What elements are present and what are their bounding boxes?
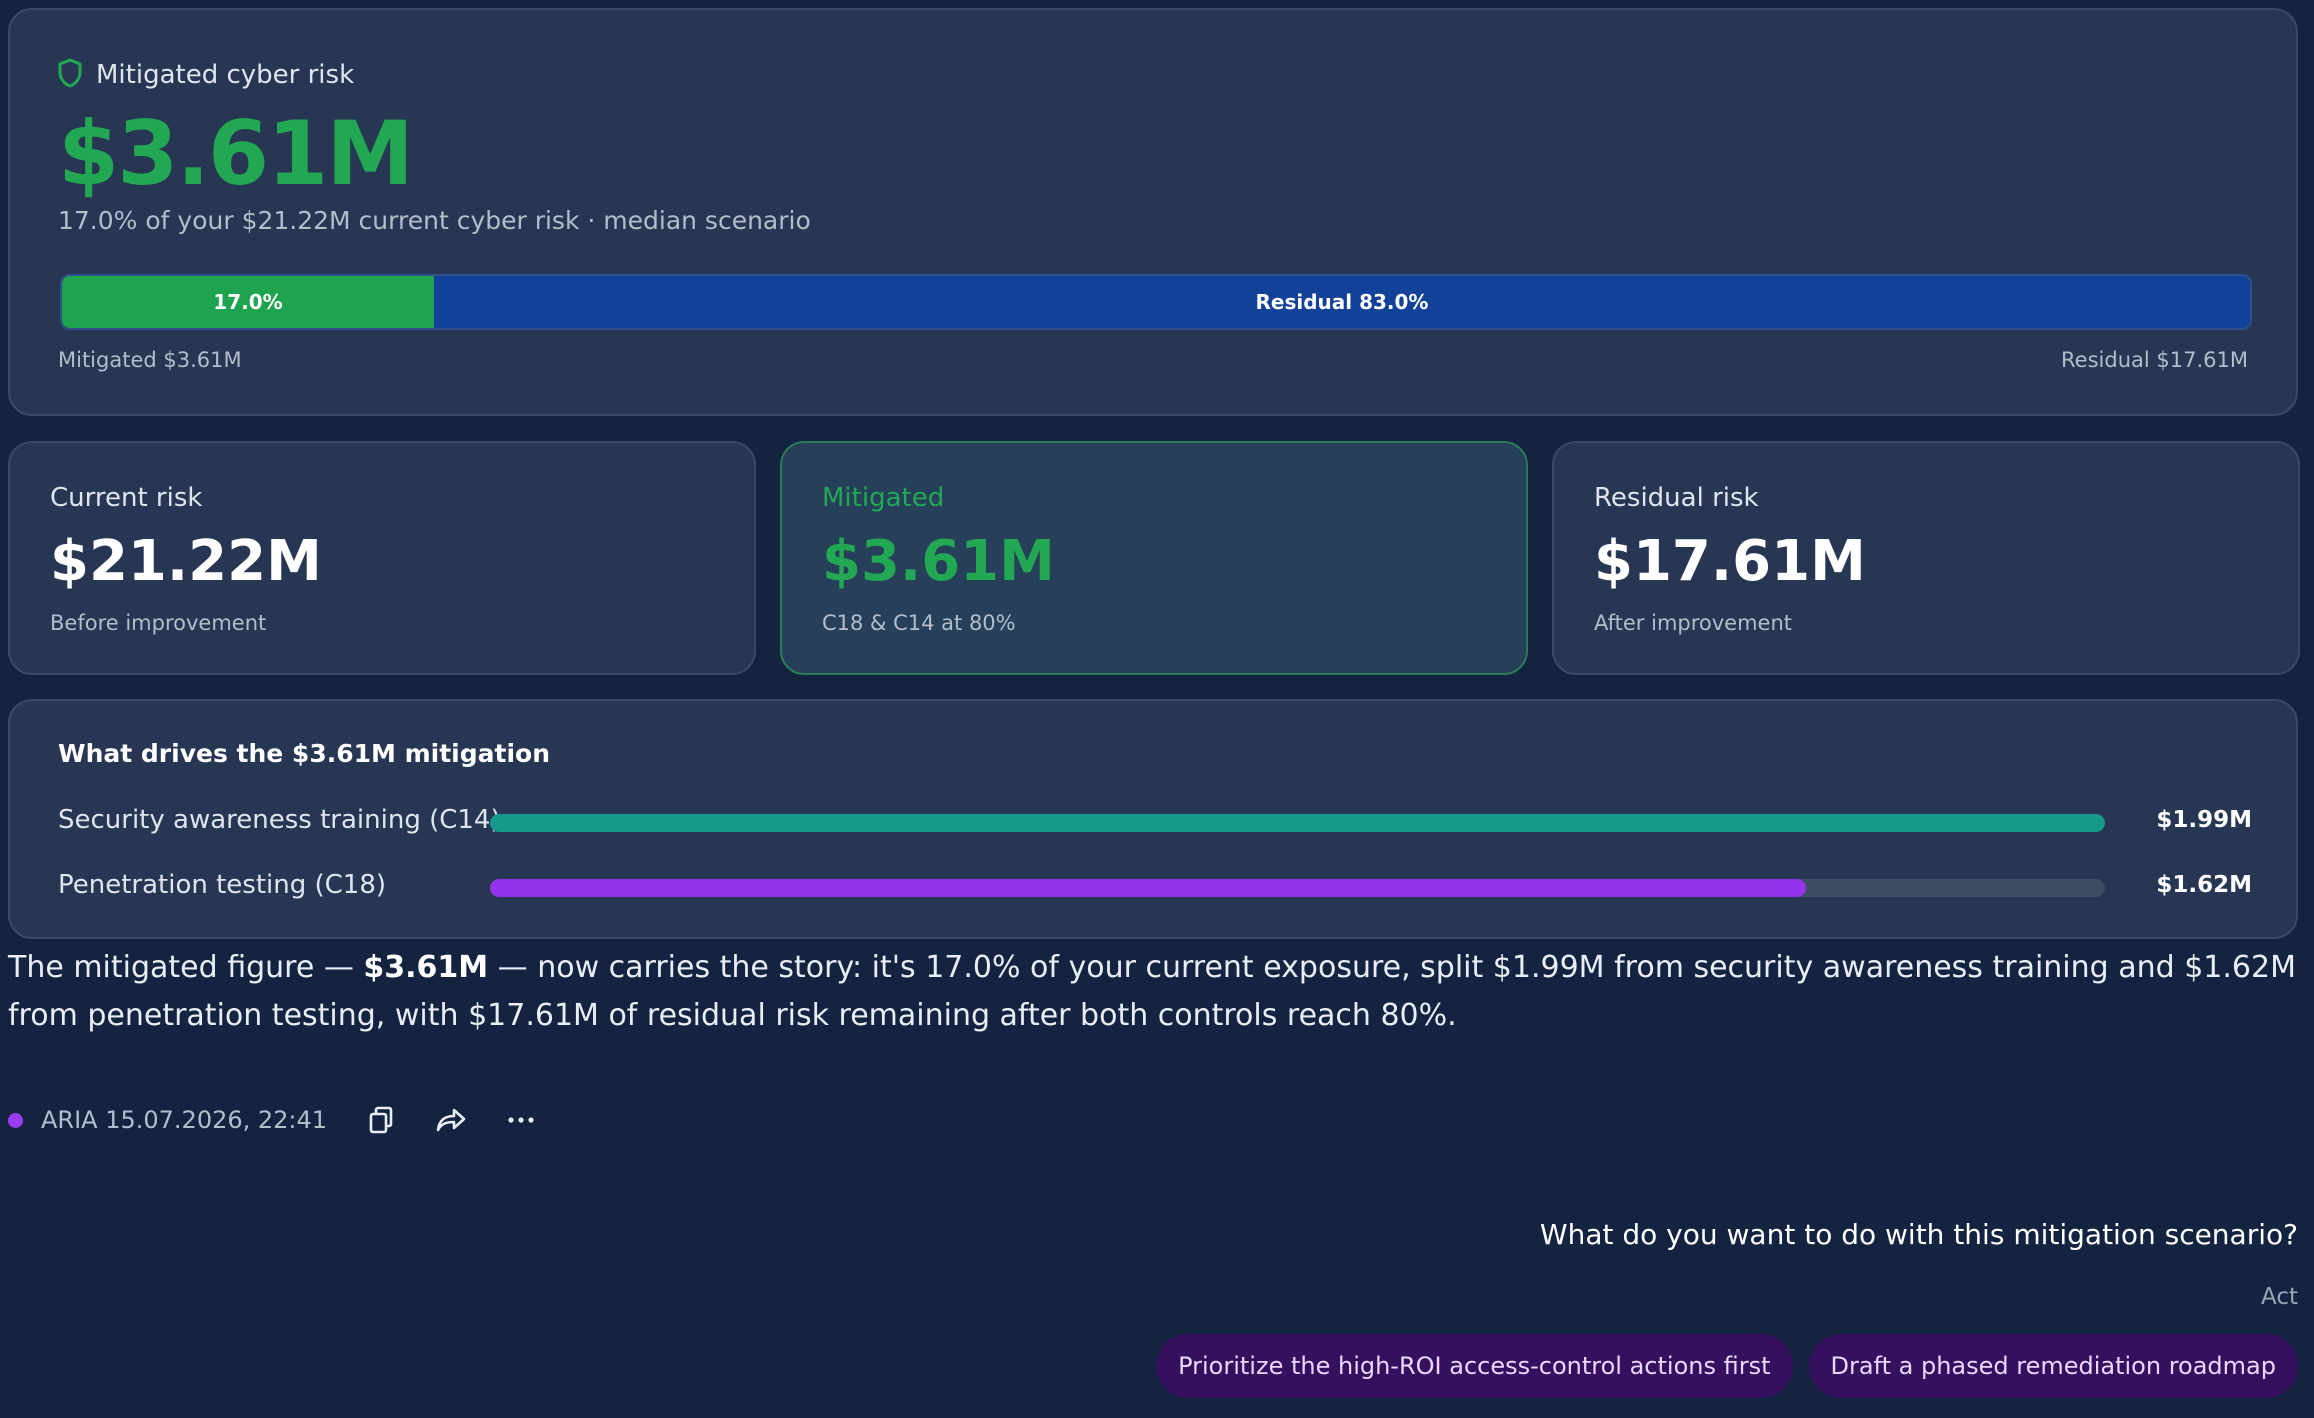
- hero-value: $3.61M: [58, 102, 414, 205]
- share-icon[interactable]: [431, 1100, 471, 1140]
- residual-risk-value: $17.61M: [1594, 529, 1866, 594]
- driver-track: [490, 879, 2105, 897]
- suggestion-chips: Prioritize the high-ROI access-control a…: [1156, 1334, 2298, 1398]
- message-text-post: — now carries the story: it's 17.0% of y…: [8, 950, 2296, 1033]
- residual-risk-title: Residual risk: [1594, 483, 1759, 513]
- driver-row: Security awareness training (C14) $1.99M: [58, 801, 2252, 841]
- message-author-time: ARIA 15.07.2026, 22:41: [41, 1106, 328, 1134]
- shield-icon: [58, 58, 82, 92]
- suggestion-chip-roadmap[interactable]: Draft a phased remediation roadmap: [1808, 1334, 2298, 1398]
- mitigated-caption: Mitigated $3.61M: [58, 348, 242, 372]
- driver-fill: [490, 879, 1807, 897]
- current-risk-sub: Before improvement: [50, 611, 267, 635]
- act-label: Act: [2261, 1284, 2298, 1310]
- more-icon[interactable]: [501, 1100, 541, 1140]
- mitigated-title: Mitigated: [822, 483, 945, 513]
- current-risk-card: Current risk $21.22M Before improvement: [8, 441, 756, 675]
- mitigation-progress-bar: 17.0% Residual 83.0%: [60, 274, 2252, 330]
- drivers-title: What drives the $3.61M mitigation: [58, 739, 550, 768]
- mitigated-sub: C18 & C14 at 80%: [822, 611, 1016, 635]
- driver-track: [490, 814, 2105, 832]
- driver-name: Penetration testing (C18): [58, 870, 387, 900]
- driver-row: Penetration testing (C18) $1.62M: [58, 866, 2252, 906]
- driver-value: $1.62M: [2156, 872, 2252, 898]
- hero-subtitle: 17.0% of your $21.22M current cyber risk…: [58, 206, 811, 235]
- residual-risk-sub: After improvement: [1594, 611, 1793, 635]
- followup-question: What do you want to do with this mitigat…: [1539, 1218, 2298, 1251]
- current-risk-title: Current risk: [50, 483, 203, 513]
- copy-icon[interactable]: [361, 1100, 401, 1140]
- hero-header: Mitigated cyber risk: [58, 58, 354, 92]
- assistant-message: The mitigated figure — $3.61M — now carr…: [8, 944, 2298, 1040]
- message-text-pre: The mitigated figure —: [8, 950, 364, 985]
- mitigated-value: $3.61M: [822, 529, 1055, 594]
- driver-name: Security awareness training (C14): [58, 805, 501, 835]
- driver-fill: [490, 814, 2105, 832]
- message-highlight: $3.61M: [363, 950, 489, 985]
- residual-caption: Residual $17.61M: [2061, 348, 2248, 372]
- mitigated-segment: 17.0%: [62, 276, 434, 328]
- mitigated-card: Mitigated $3.61M C18 & C14 at 80%: [780, 441, 1528, 675]
- message-meta: ARIA 15.07.2026, 22:41: [8, 1100, 571, 1140]
- residual-risk-card: Residual risk $17.61M After improvement: [1552, 441, 2300, 675]
- suggestion-chip-prioritize[interactable]: Prioritize the high-ROI access-control a…: [1156, 1334, 1793, 1398]
- driver-value: $1.99M: [2156, 807, 2252, 833]
- assistant-status-dot: [8, 1112, 23, 1128]
- mitigation-drivers-card: What drives the $3.61M mitigation Securi…: [8, 699, 2298, 939]
- current-risk-value: $21.22M: [50, 529, 322, 594]
- residual-segment: Residual 83.0%: [433, 276, 2250, 328]
- mitigated-risk-card: Mitigated cyber risk $3.61M 17.0% of you…: [8, 8, 2298, 416]
- hero-label: Mitigated cyber risk: [96, 60, 355, 90]
